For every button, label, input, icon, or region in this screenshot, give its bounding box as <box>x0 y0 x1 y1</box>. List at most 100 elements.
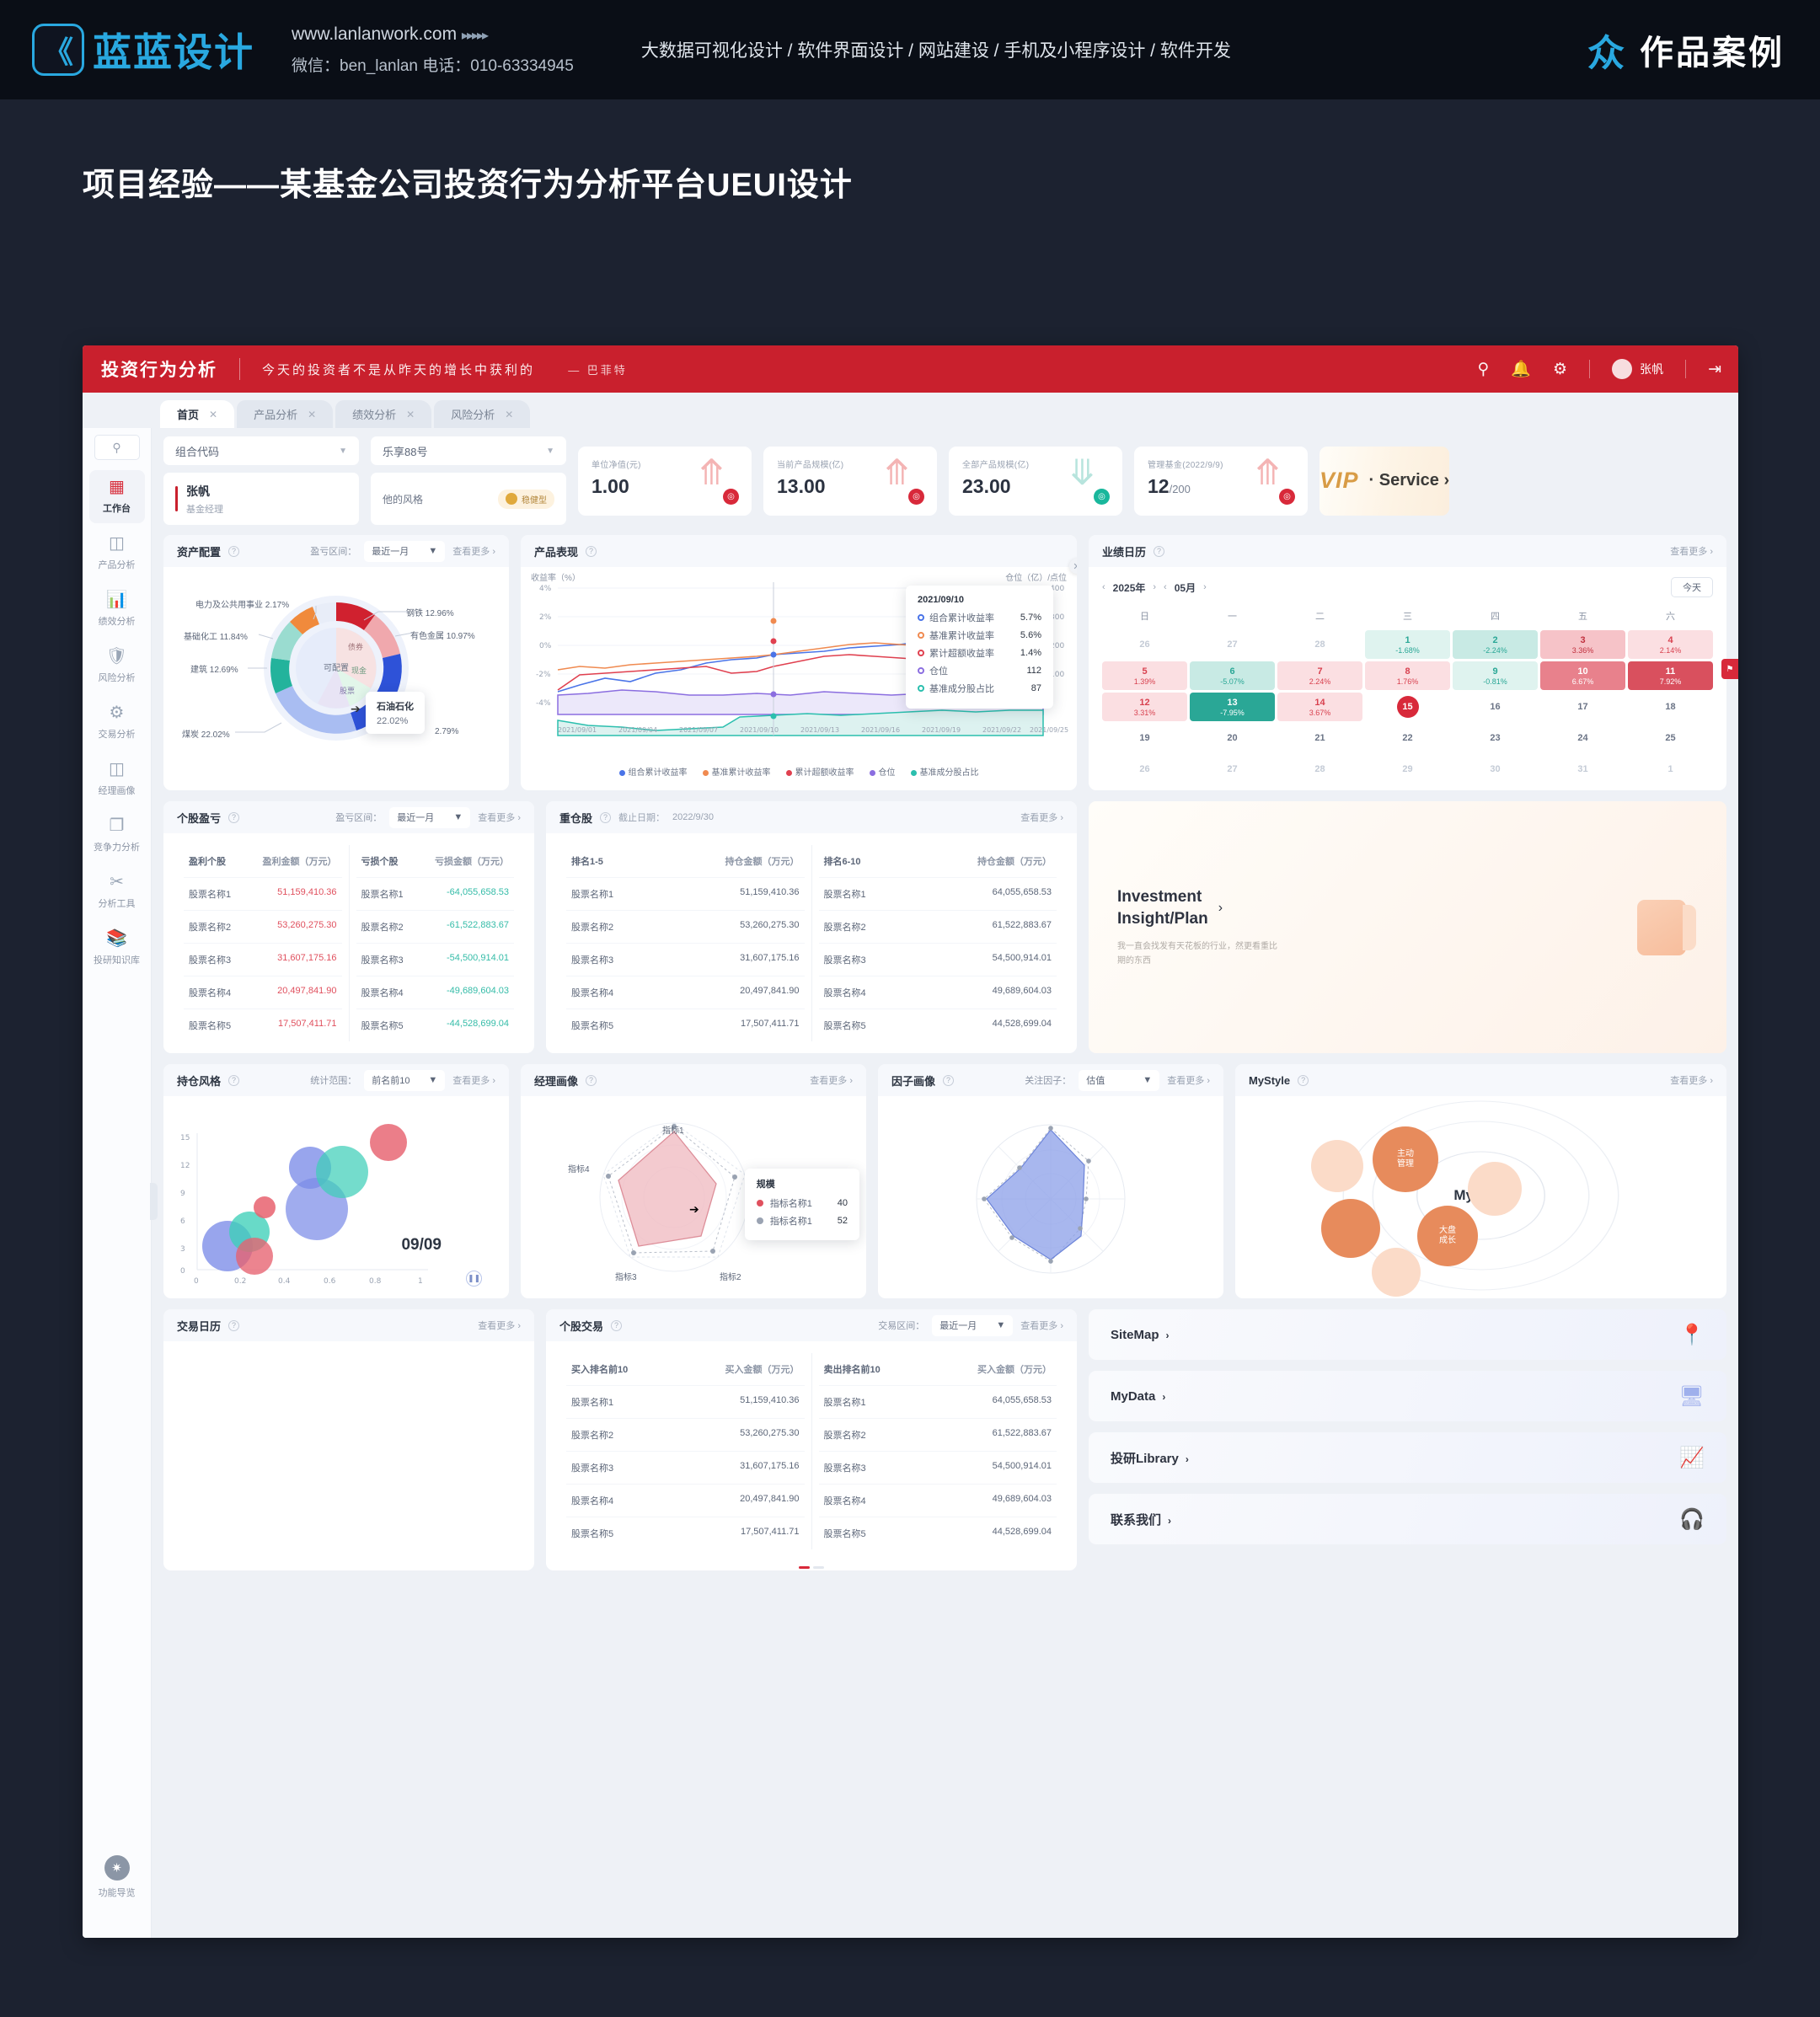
logout-icon[interactable]: ⇥ <box>1708 360 1721 378</box>
calendar-day-cell[interactable]: 9 -0.81% <box>1453 661 1538 690</box>
table-row[interactable]: 股票名称3 31,607,175.16 <box>184 943 342 976</box>
table-row[interactable]: 股票名称4 20,497,841.90 <box>566 976 805 1008</box>
sidebar-item-tools[interactable]: ✂ 分析工具 <box>89 865 145 918</box>
calendar-day-cell[interactable]: 3 3.36% <box>1540 630 1625 659</box>
calendar-day-cell[interactable]: 5 1.39% <box>1102 661 1187 690</box>
sidebar-item-manager-profile[interactable]: ◫ 经理画像 <box>89 752 145 805</box>
mystyle-bubble-5[interactable] <box>1372 1248 1421 1297</box>
table-row[interactable]: 股票名称5 -44,528,699.04 <box>356 1008 514 1041</box>
page-dot[interactable] <box>799 1566 810 1569</box>
sidebar-bottom[interactable]: ✷ 功能导览 <box>99 1855 136 1899</box>
today-button[interactable]: 今天 <box>1671 577 1713 597</box>
help-icon[interactable]: ? <box>600 811 612 823</box>
sidebar-item-product[interactable]: ◫ 产品分析 <box>89 527 145 580</box>
table-row[interactable]: 股票名称2 61,522,883.67 <box>818 910 1057 943</box>
table-row[interactable]: 股票名称3 31,607,175.16 <box>566 943 805 976</box>
help-icon[interactable]: ? <box>228 811 240 823</box>
table-row[interactable]: 股票名称5 17,507,411.71 <box>566 1008 805 1041</box>
help-icon[interactable]: ? <box>228 1319 240 1331</box>
view-more-link[interactable]: 查看更多 › <box>810 1076 853 1086</box>
close-icon[interactable]: ✕ <box>1069 559 1077 574</box>
tab-risk-analysis[interactable]: 风险分析 ✕ <box>434 400 531 428</box>
table-row[interactable]: 股票名称3 -54,500,914.01 <box>356 943 514 976</box>
mystyle-bubble-3[interactable] <box>1321 1199 1380 1258</box>
calendar-day-cell[interactable]: 15 <box>1396 696 1419 718</box>
calendar-day-cell[interactable]: 26 <box>1139 639 1150 650</box>
period-select[interactable]: 最近一月 ▼ <box>389 806 471 828</box>
calendar-day-cell[interactable]: 1 -1.68% <box>1365 630 1450 659</box>
help-icon[interactable]: ? <box>228 1074 240 1086</box>
view-more-link[interactable]: 查看更多 › <box>478 813 521 823</box>
bell-icon[interactable]: 🔔 <box>1511 361 1532 378</box>
view-more-link[interactable]: 查看更多 › <box>1670 1076 1713 1086</box>
calendar-day-cell[interactable]: 23 <box>1490 733 1501 743</box>
calendar-day-cell[interactable]: 31 <box>1577 764 1588 774</box>
calendar-day-cell[interactable]: 19 <box>1139 733 1150 743</box>
view-more-link[interactable]: 查看更多 › <box>1167 1076 1210 1086</box>
right-nav-contact[interactable]: 联系我们 › 🎧 <box>1089 1494 1726 1544</box>
sidebar-item-competitiveness[interactable]: ❐ 竞争力分析 <box>89 809 145 862</box>
page-dot[interactable] <box>813 1566 824 1569</box>
table-row[interactable]: 股票名称4 49,689,604.03 <box>818 976 1057 1008</box>
search-input[interactable]: ⚲ <box>94 435 140 460</box>
table-row[interactable]: 股票名称4 -49,689,604.03 <box>356 976 514 1008</box>
prev-year-icon[interactable]: ‹ <box>1102 582 1105 592</box>
table-row[interactable]: 股票名称1 64,055,658.53 <box>818 877 1057 910</box>
scope-select[interactable]: 前名前10 ▼ <box>364 1069 446 1091</box>
vip-service-card[interactable]: VIP · Service › <box>1320 446 1450 516</box>
calendar-day-cell[interactable]: 6 -5.07% <box>1190 661 1275 690</box>
style-card[interactable]: 他的风格 稳健型 <box>371 473 566 525</box>
table-row[interactable]: 股票名称2 -61,522,883.67 <box>356 910 514 943</box>
table-row[interactable]: 股票名称1 51,159,410.36 <box>566 877 805 910</box>
calendar-day-cell[interactable]: 16 <box>1490 702 1501 712</box>
legend-item[interactable]: 组合累计收益率 <box>618 765 688 778</box>
view-more-link[interactable]: 查看更多 › <box>452 547 495 557</box>
search-icon[interactable]: ⚲ <box>1477 360 1490 378</box>
table-row[interactable]: 股票名称5 17,507,411.71 <box>184 1008 342 1041</box>
close-icon[interactable]: ✕ <box>505 408 514 420</box>
period-select[interactable]: 最近一月 ▼ <box>932 1314 1014 1336</box>
close-icon[interactable]: ✕ <box>406 408 415 420</box>
table-row[interactable]: 股票名称3 54,500,914.01 <box>818 1451 1057 1484</box>
legend-item[interactable]: 基准成分股占比 <box>910 765 979 778</box>
sidebar-item-workbench[interactable]: ▦ 工作台 <box>88 470 145 523</box>
feedback-flag-icon[interactable]: ⚑ <box>1721 659 1738 679</box>
help-icon[interactable]: ? <box>943 1074 955 1086</box>
user-menu[interactable]: 张帆 <box>1612 359 1663 379</box>
account-select[interactable]: 乐享88号 ▼ <box>371 436 566 465</box>
table-row[interactable]: 股票名称1 51,159,410.36 <box>566 1385 805 1418</box>
factor-select[interactable]: 估值 ▼ <box>1079 1069 1160 1091</box>
table-row[interactable]: 股票名称2 53,260,275.30 <box>184 910 342 943</box>
table-row[interactable]: 股票名称4 20,497,841.90 <box>184 976 342 1008</box>
table-row[interactable]: 股票名称4 20,497,841.90 <box>566 1484 805 1517</box>
view-more-link[interactable]: 查看更多 › <box>1670 547 1713 557</box>
help-icon[interactable]: ? <box>611 1319 623 1331</box>
calendar-day-cell[interactable]: 8 1.76% <box>1365 661 1450 690</box>
calendar-day-cell[interactable]: 21 <box>1314 733 1325 743</box>
sidebar-item-risk[interactable]: 🛡 风险分析 <box>89 639 145 693</box>
mystyle-bubble-0[interactable] <box>1311 1140 1363 1192</box>
legend-item[interactable]: 仓位 <box>869 765 896 778</box>
mystyle-bubble-4[interactable]: 大盘 成长 <box>1417 1206 1478 1266</box>
right-nav-mydata[interactable]: MyData › 🖥 <box>1089 1371 1726 1421</box>
sidebar-collapse-handle[interactable] <box>150 1183 158 1220</box>
table-row[interactable]: 股票名称1 -64,055,658.53 <box>356 877 514 910</box>
view-more-link[interactable]: 查看更多 › <box>1020 813 1063 823</box>
tab-product-analysis[interactable]: 产品分析 ✕ <box>237 400 334 428</box>
table-row[interactable]: 股票名称3 31,607,175.16 <box>566 1451 805 1484</box>
calendar-day-cell[interactable]: 1 <box>1667 764 1673 774</box>
calendar-day-cell[interactable]: 25 <box>1665 733 1676 743</box>
calendar-day-cell[interactable]: 29 <box>1402 764 1413 774</box>
legend-item[interactable]: 基准累计收益率 <box>702 765 771 778</box>
investment-insight-card[interactable]: Investment Insight/Plan › 我一直会找发有天花板的行业，… <box>1089 801 1726 1053</box>
table-row[interactable]: 股票名称5 44,528,699.04 <box>818 1008 1057 1041</box>
sidebar-item-performance[interactable]: 📊 绩效分析 <box>89 583 145 636</box>
help-icon[interactable]: ? <box>1298 1074 1309 1086</box>
mystyle-bubble-1[interactable]: 主动 管理 <box>1373 1126 1438 1192</box>
calendar-day-cell[interactable]: 28 <box>1314 764 1325 774</box>
manager-card[interactable]: 张帆 基金经理 <box>163 473 359 525</box>
help-icon[interactable]: ? <box>586 545 597 557</box>
calendar-day-cell[interactable]: 17 <box>1577 702 1588 712</box>
table-row[interactable]: 股票名称5 44,528,699.04 <box>818 1517 1057 1549</box>
calendar-day-cell[interactable]: 13 -7.95% <box>1190 693 1275 721</box>
